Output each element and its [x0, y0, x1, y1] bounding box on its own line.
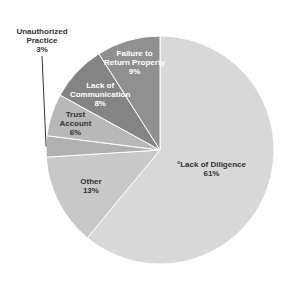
svg-text:°Lack of Diligence61%: °Lack of Diligence61%: [177, 160, 247, 178]
svg-text:Other13%: Other13%: [80, 176, 101, 194]
svg-text:Failure toReturn Property9%: Failure toReturn Property9%: [104, 49, 165, 76]
svg-text:Lack ofCommunication8%: Lack ofCommunication8%: [70, 80, 131, 107]
svg-text:TrustAccount6%: TrustAccount6%: [59, 109, 91, 136]
svg-text:UnauthorizedPractice3%: UnauthorizedPractice3%: [16, 27, 67, 54]
